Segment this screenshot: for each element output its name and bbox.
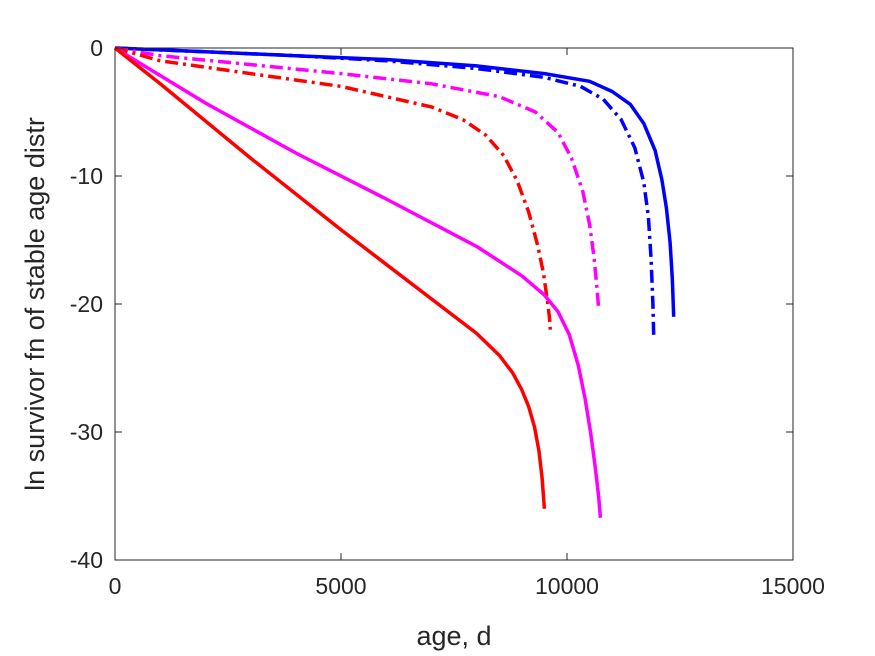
y-tick-label: -30 [70,419,103,445]
series-line-4 [114,46,553,330]
y-tick-label: -10 [70,163,103,189]
x-tick-label: 10000 [535,573,599,599]
x-axis-label: age, d [416,621,491,651]
series-line-3 [114,46,601,308]
y-tick-label: 0 [90,35,103,61]
plot-area [115,48,793,560]
series-line-5 [114,46,603,518]
tick-layer: 0 5000 10000 15000 -40 -30 -20 -10 0 [70,35,825,599]
x-tick-label: 15000 [761,573,825,599]
x-tick-label: 5000 [315,573,366,599]
x-tick-label: 0 [109,573,122,599]
series-line-2 [114,46,656,340]
y-tick-label: -20 [70,291,103,317]
y-axis-label: ln survivor fn of stable age distr [20,117,50,491]
y-tick-label: -40 [70,547,103,573]
series-line-6 [113,46,547,509]
series-layer [113,46,676,518]
